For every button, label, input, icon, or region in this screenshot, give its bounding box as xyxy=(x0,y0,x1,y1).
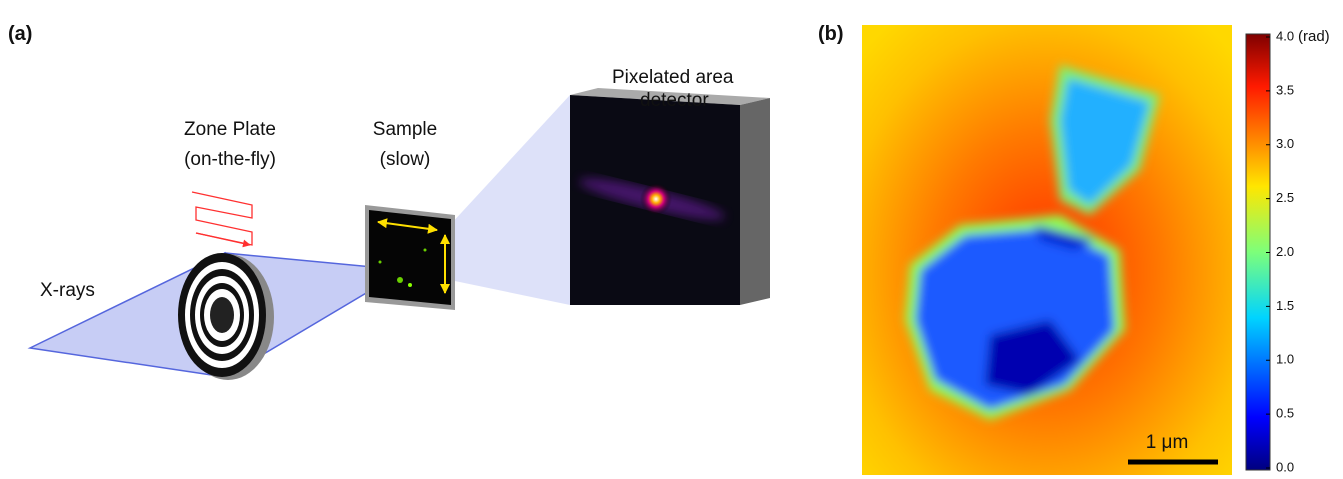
colorbar-tick-label: 1.5 xyxy=(1276,298,1294,313)
phase-map: 1 μm xyxy=(862,25,1232,475)
label: Pixelated area xyxy=(612,67,734,88)
colorbar-tick-label: 2.5 xyxy=(1276,190,1294,205)
label: detector xyxy=(640,90,709,111)
colorbar-tick-label: 0.0 xyxy=(1276,459,1294,474)
colorbar-tick-label: 0.5 xyxy=(1276,406,1294,421)
figure: (a) Pixelated area detector Zone Plate (… xyxy=(0,0,1343,479)
label: X-rays xyxy=(40,280,95,301)
label: Sample xyxy=(373,119,437,140)
colorbar-unit: (rad) xyxy=(1298,28,1330,45)
diffraction-cone xyxy=(450,95,570,305)
label: (slow) xyxy=(380,149,431,170)
colorbar-ticks: 0.0 0.5 1.0 1.5 2.0 2.5 3.0 3.5 4.0 (rad) xyxy=(1266,28,1330,474)
sample xyxy=(365,205,455,310)
scale-label: 1 μm xyxy=(1146,432,1189,453)
detector xyxy=(570,88,770,305)
colorbar-tick-label: 3.0 xyxy=(1276,136,1294,151)
colorbar-tick-label: 1.0 xyxy=(1276,352,1294,367)
panel-label: (b) xyxy=(818,23,844,45)
colorbar-tick-label: 2.0 xyxy=(1276,244,1294,259)
scan-path xyxy=(192,192,252,245)
panel-label: (a) xyxy=(8,23,32,45)
label: Zone Plate xyxy=(184,119,276,140)
colorbar-tick-label: 4.0 xyxy=(1276,28,1294,43)
colorbar-tick-label: 3.5 xyxy=(1276,82,1294,97)
label: (on-the-fly) xyxy=(184,149,276,170)
